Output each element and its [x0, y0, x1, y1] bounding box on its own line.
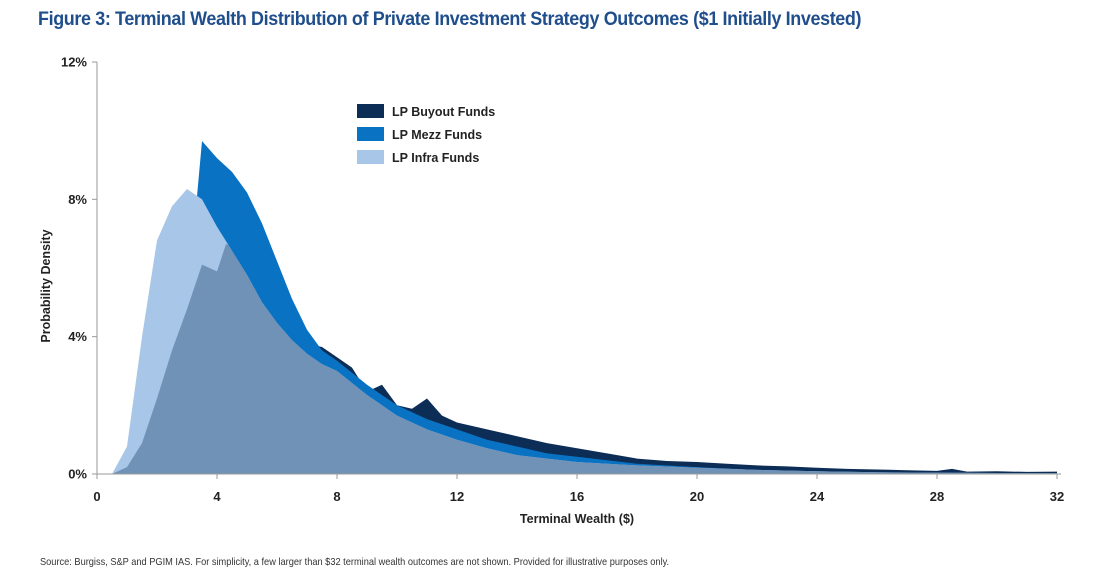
- x-tick-label: 12: [450, 489, 464, 504]
- series-overlap-area: [112, 244, 1057, 474]
- x-tick-label: 24: [810, 489, 825, 504]
- y-axis-label: Probability Density: [39, 229, 53, 342]
- x-tick-label: 28: [930, 489, 944, 504]
- source-note: Source: Burgiss, S&P and PGIM IAS. For s…: [40, 556, 670, 568]
- x-tick-label: 4: [213, 489, 221, 504]
- legend-label: LP Mezz Funds: [392, 128, 482, 142]
- x-tick-label: 16: [570, 489, 584, 504]
- x-tick-label: 0: [93, 489, 100, 504]
- y-tick-label: 8%: [68, 192, 87, 207]
- legend-label: LP Buyout Funds: [392, 105, 495, 119]
- x-axis-label: Terminal Wealth ($): [520, 512, 634, 526]
- legend-swatch: [357, 150, 384, 164]
- x-tick-label: 8: [333, 489, 340, 504]
- chart-title: Figure 3: Terminal Wealth Distribution o…: [38, 8, 862, 30]
- y-tick-label: 0%: [68, 467, 87, 482]
- legend-swatch: [357, 127, 384, 141]
- legend-label: LP Infra Funds: [392, 151, 479, 165]
- axes: 0 4 8 12 16 20 24 28 32 0% 4% 8% 12%: [61, 55, 1064, 505]
- y-tick-label: 12%: [61, 55, 87, 70]
- y-tick-label: 4%: [68, 329, 87, 344]
- legend: LP Buyout Funds LP Mezz Funds LP Infra Fun…: [357, 104, 495, 165]
- legend-swatch: [357, 104, 384, 118]
- x-tick-label: 20: [690, 489, 704, 504]
- series-areas: [112, 141, 1057, 474]
- x-tick-label: 32: [1050, 489, 1064, 504]
